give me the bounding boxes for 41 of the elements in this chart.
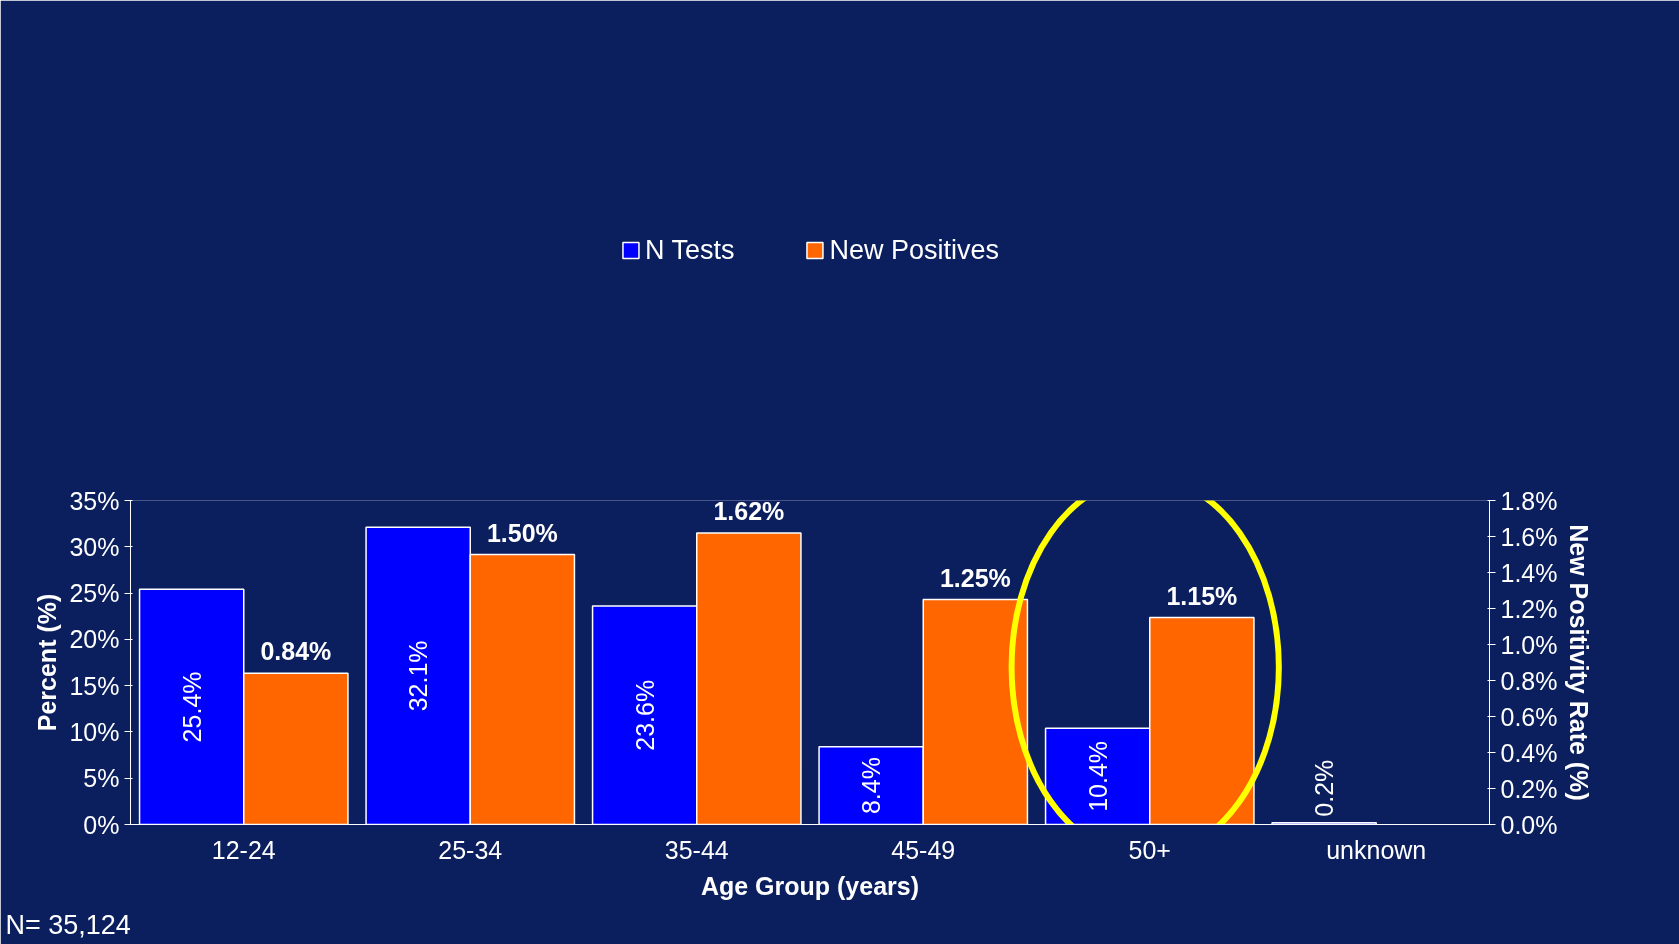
data-label: 23.6%	[630, 679, 659, 751]
data-label: 0.84%	[260, 637, 332, 666]
data-label: 8.4%	[857, 757, 886, 815]
data-label: 1.25%	[939, 563, 1011, 592]
y2-tick-label: 0.0%	[1500, 810, 1558, 839]
y-tick-label: 35%	[69, 486, 120, 515]
y-tick-label: 20%	[69, 625, 120, 654]
y-tick-label: 0%	[83, 810, 120, 839]
y2-tick-label: 0.2%	[1500, 774, 1558, 803]
y-axis-title: Percent (%)	[33, 593, 62, 732]
y2-tick-label: 0.8%	[1500, 666, 1558, 695]
y-tick-label: 30%	[69, 532, 120, 561]
data-label: 10.4%	[1083, 740, 1112, 812]
x-tick-label: 50+	[1128, 835, 1171, 864]
x-tick-label: 35-44	[664, 835, 729, 864]
y2-tick-label: 1.0%	[1500, 630, 1558, 659]
y2-tick-label: 0.4%	[1500, 738, 1558, 767]
y2-tick-label: 1.2%	[1500, 594, 1558, 623]
data-label: 1.62%	[713, 496, 785, 525]
y2-tick-label: 0.6%	[1500, 702, 1558, 731]
text: N= 35,124	[5, 909, 131, 940]
data-label: 1.15%	[1166, 581, 1238, 610]
x-tick-label: 12-24	[211, 835, 276, 864]
y-tick-label: 15%	[69, 671, 120, 700]
legend-label: New Positives	[829, 234, 1000, 266]
x-axis-title: Age Group (years)	[700, 871, 920, 900]
x-tick-label: 25-34	[438, 835, 503, 864]
data-label: 1.50%	[486, 518, 558, 547]
x-tick-label: unknown	[1326, 835, 1427, 864]
y2-tick-label: 1.8%	[1500, 486, 1558, 515]
y2-tick-label: 1.4%	[1500, 558, 1558, 587]
y-tick-label: 25%	[69, 579, 120, 608]
legend-label: N Tests	[644, 234, 735, 266]
y2-axis-title: New Positivity Rate (%)	[1565, 524, 1594, 801]
x-tick-label: 45-49	[891, 835, 956, 864]
data-label: 0.2%	[1310, 759, 1339, 817]
data-label: 25.4%	[177, 671, 206, 743]
data-label: 32.1%	[404, 640, 433, 712]
y-tick-label: 10%	[69, 717, 120, 746]
y2-tick-label: 1.6%	[1500, 522, 1558, 551]
y-tick-label: 5%	[83, 764, 120, 793]
